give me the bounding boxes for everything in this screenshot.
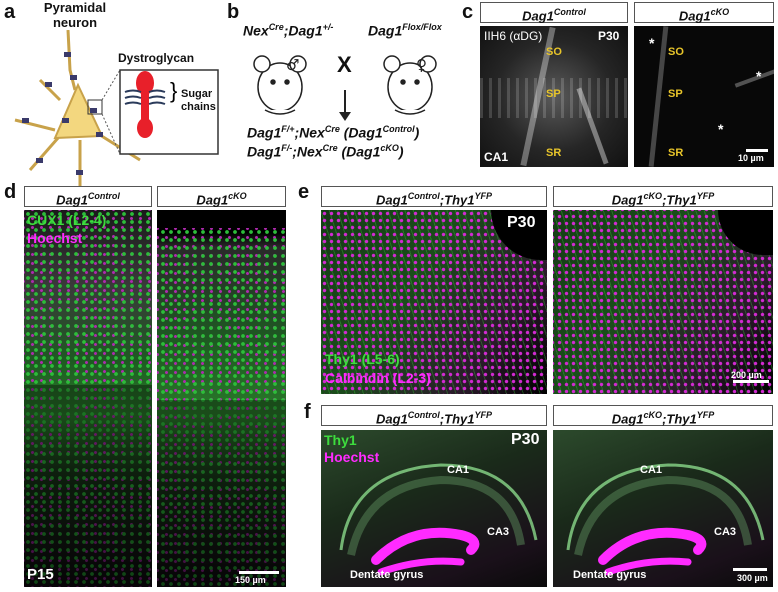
c-cko-image: SO SP SR * * * 10 µm	[634, 26, 774, 167]
panel-a-label: a	[4, 1, 16, 23]
c-asterisk-3: *	[718, 121, 724, 137]
e-marker1-label: Thy1 (L5-6)	[325, 351, 400, 367]
c-so-label-left: SO	[546, 46, 562, 58]
panel-e-header-control: Dag1Control;Thy1YFP	[321, 186, 547, 207]
svg-text:♀: ♀	[416, 56, 427, 74]
neuron-schematic: }	[14, 30, 219, 188]
e-marker2-label: Calbindin (L2-3)	[325, 370, 431, 386]
panel-c-header-cko: Dag1cKO	[634, 2, 774, 23]
e-control-image: P30 Thy1 (L5-6) Calbindin (L2-3)	[321, 210, 547, 394]
f-ca3-label-left: CA3	[487, 526, 510, 538]
dystroglycan-label: Dystroglycan	[118, 51, 195, 65]
c-region-label: CA1	[484, 150, 509, 164]
panel-e-label: e	[298, 181, 310, 203]
e-cko-image: 200 µm	[553, 210, 773, 394]
d-marker2-label: Hoechst	[27, 230, 83, 246]
panel-b-label: b	[227, 1, 240, 23]
f-age-label: P30	[511, 431, 540, 448]
panel-d-header-control: Dag1Control	[24, 186, 152, 207]
panel-c-label: c	[462, 1, 474, 23]
c-sp-label-right: SP	[668, 88, 683, 100]
svg-text:}: }	[170, 78, 177, 103]
panel-d-header-cko: Dag1cKO	[157, 186, 286, 207]
d-scale-bar	[239, 571, 279, 574]
f-scale-bar	[733, 568, 767, 571]
f-ca1-label-left: CA1	[447, 464, 470, 476]
pyramidal-neuron-title: Pyramidal neuron	[43, 0, 107, 30]
male-mouse-icon	[253, 55, 307, 115]
f-ca1-label-right: CA1	[640, 464, 663, 476]
f-marker1-label: Thy1	[324, 432, 357, 448]
c-age-label: P30	[598, 29, 620, 43]
f-cko-image: CA1 CA3 Dentate gyrus 300 µm	[553, 430, 773, 587]
panel-d-label: d	[4, 181, 17, 203]
c-asterisk-2: *	[756, 68, 762, 84]
c-sp-label-left: SP	[546, 88, 561, 100]
f-dg-label-left: Dentate gyrus	[350, 569, 424, 581]
mice-cross-diagram: ♂ ♀	[253, 55, 437, 121]
e-scale-label: 200 µm	[731, 370, 762, 380]
c-stain-label: IIH6 (αDG)	[484, 29, 543, 43]
d-age-label: P15	[27, 566, 54, 583]
panel-e-header-cko: Dag1cKO;Thy1YFP	[553, 186, 773, 207]
c-sr-label-left: SR	[546, 147, 562, 159]
panel-f-header-cko: Dag1cKO;Thy1YFP	[553, 405, 773, 426]
e-scale-bar	[733, 380, 769, 383]
d-scale-label: 150 µm	[235, 575, 266, 585]
dystroglycan-molecule	[124, 71, 166, 138]
f-ca3-label-right: CA3	[714, 526, 737, 538]
c-control-image: IIH6 (αDG) P30 SO SP SR CA1	[480, 26, 628, 167]
sugar-chains-label: Sugar chains	[181, 88, 216, 113]
svg-text:♂: ♂	[286, 56, 299, 74]
female-mouse-icon	[383, 55, 437, 115]
c-asterisk-1: *	[649, 35, 655, 51]
panel-f-label: f	[304, 401, 311, 423]
f-control-hippocampus	[339, 463, 538, 576]
parent2-genotype: Dag1Flox/Flox	[368, 22, 442, 39]
f-dg-label-right: Dentate gyrus	[573, 569, 647, 581]
f-scale-label: 300 µm	[737, 573, 768, 583]
c-sr-label-right: SR	[668, 147, 684, 159]
d-marker1-label: CUX1 (L2-4)	[27, 212, 107, 228]
e-age-label: P30	[507, 214, 536, 231]
f-cko-hippocampus	[566, 463, 765, 576]
c-scale-bar	[746, 149, 768, 152]
d-control-image: CUX1 (L2-4) Hoechst P15	[24, 210, 152, 587]
offspring-control-genotype: Dag1F/+;NexCre (Dag1Control)	[247, 124, 420, 141]
f-marker2-label: Hoechst	[324, 449, 380, 465]
offspring-cko-genotype: Dag1F/-;NexCre (Dag1cKO)	[247, 143, 404, 160]
panel-c-header-control: Dag1Control	[480, 2, 628, 23]
f-control-image: Thy1 Hoechst P30 CA1 CA3 Dentate gyrus	[321, 430, 547, 587]
parent1-genotype: NexCre;Dag1+/-	[243, 22, 334, 39]
d-cko-image: 150 µm	[157, 210, 286, 587]
c-so-label-right: SO	[668, 46, 684, 58]
panel-f-header-control: Dag1Control;Thy1YFP	[321, 405, 547, 426]
cross-symbol: X	[337, 52, 352, 77]
c-scale-label: 10 µm	[738, 153, 764, 163]
